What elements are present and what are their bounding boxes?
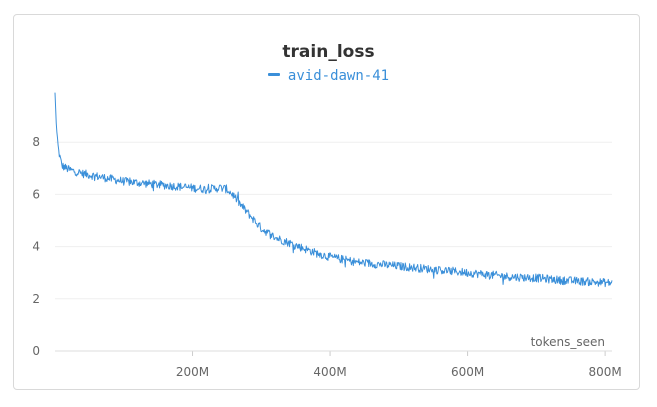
- y-tick-label: 0: [32, 344, 40, 358]
- legend[interactable]: avid-dawn-41: [0, 68, 657, 84]
- x-tick-label: 800M: [588, 365, 621, 379]
- x-tick-label: 600M: [451, 365, 484, 379]
- legend-label: avid-dawn-41: [287, 68, 390, 84]
- x-tick-label: 200M: [176, 365, 209, 379]
- y-axis-ticks: 0 2 4 6 8: [32, 135, 40, 358]
- legend-swatch: [267, 72, 280, 76]
- series-group: [54, 92, 613, 288]
- x-axis-title: tokens_seen: [531, 335, 605, 349]
- grid-lines: [55, 141, 612, 300]
- y-tick-label: 2: [32, 292, 40, 306]
- y-tick-label: 8: [32, 135, 40, 149]
- x-tick-label: 400M: [313, 365, 346, 379]
- chart-panel: [13, 14, 640, 390]
- y-tick-label: 6: [32, 187, 40, 201]
- series-line-avid-dawn-41[interactable]: [54, 92, 613, 288]
- x-axis-ticks: 200M 400M 600M 800M: [176, 351, 622, 379]
- y-tick-label: 4: [32, 240, 40, 254]
- chart-title: train_loss: [282, 42, 375, 62]
